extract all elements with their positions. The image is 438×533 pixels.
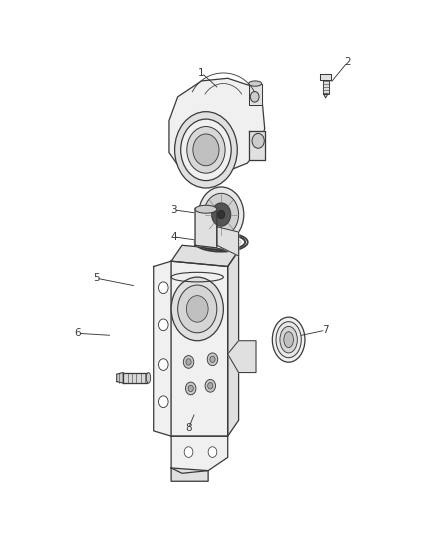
Circle shape xyxy=(159,282,168,294)
Text: 8: 8 xyxy=(185,423,192,433)
Circle shape xyxy=(204,193,239,236)
Circle shape xyxy=(193,134,219,166)
Circle shape xyxy=(184,447,193,457)
Text: 7: 7 xyxy=(322,325,329,335)
Circle shape xyxy=(159,319,168,330)
Polygon shape xyxy=(171,468,208,481)
Circle shape xyxy=(198,187,244,242)
Circle shape xyxy=(159,396,168,408)
Ellipse shape xyxy=(280,326,297,353)
Text: 4: 4 xyxy=(170,232,177,242)
Text: 5: 5 xyxy=(93,273,99,283)
Polygon shape xyxy=(228,341,256,373)
Polygon shape xyxy=(171,245,239,266)
Circle shape xyxy=(188,385,193,392)
Polygon shape xyxy=(169,78,265,174)
Ellipse shape xyxy=(284,332,293,348)
Text: 3: 3 xyxy=(170,205,177,215)
Circle shape xyxy=(251,92,259,102)
Polygon shape xyxy=(154,261,171,436)
Circle shape xyxy=(178,285,217,333)
Circle shape xyxy=(181,119,231,181)
Circle shape xyxy=(212,203,231,226)
Circle shape xyxy=(171,277,223,341)
Circle shape xyxy=(218,211,225,219)
Circle shape xyxy=(207,353,218,366)
Text: 2: 2 xyxy=(344,58,351,67)
Ellipse shape xyxy=(272,317,305,362)
Polygon shape xyxy=(228,251,239,436)
Circle shape xyxy=(185,382,196,395)
Circle shape xyxy=(208,447,217,457)
Text: 1: 1 xyxy=(198,68,205,78)
Text: 6: 6 xyxy=(74,328,81,338)
Circle shape xyxy=(159,359,168,370)
Polygon shape xyxy=(195,208,217,248)
Ellipse shape xyxy=(195,205,217,213)
Circle shape xyxy=(187,126,225,173)
Circle shape xyxy=(175,112,237,188)
Polygon shape xyxy=(323,80,328,94)
Ellipse shape xyxy=(146,373,151,383)
Polygon shape xyxy=(117,373,123,383)
Polygon shape xyxy=(249,84,261,105)
Circle shape xyxy=(186,296,208,322)
Polygon shape xyxy=(171,436,228,473)
Circle shape xyxy=(184,356,194,368)
Circle shape xyxy=(210,356,215,362)
Polygon shape xyxy=(171,261,228,436)
Polygon shape xyxy=(249,131,265,160)
Ellipse shape xyxy=(249,81,261,86)
Polygon shape xyxy=(324,94,328,98)
Circle shape xyxy=(186,359,191,365)
Polygon shape xyxy=(321,74,331,80)
Circle shape xyxy=(208,383,213,389)
Circle shape xyxy=(205,379,215,392)
Circle shape xyxy=(252,133,264,148)
Polygon shape xyxy=(217,227,239,256)
Polygon shape xyxy=(123,373,147,383)
Ellipse shape xyxy=(276,321,301,358)
